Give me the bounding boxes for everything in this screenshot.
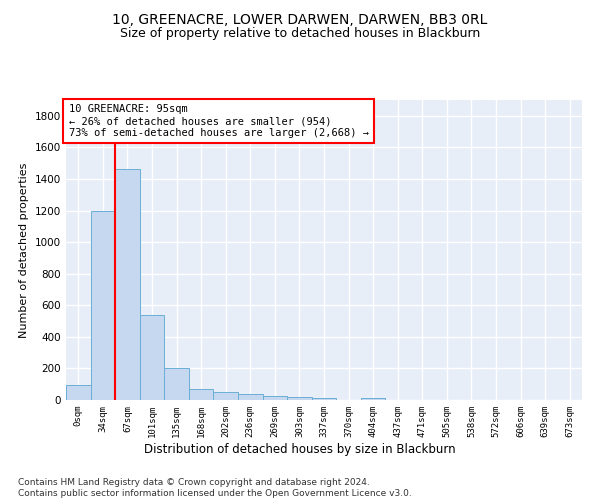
Bar <box>91 210 115 400</box>
Bar <box>189 389 214 400</box>
Bar <box>66 385 91 400</box>
Text: Contains HM Land Registry data © Crown copyright and database right 2024.
Contai: Contains HM Land Registry data © Crown c… <box>18 478 412 498</box>
Text: 10 GREENACRE: 95sqm
← 26% of detached houses are smaller (954)
73% of semi-detac: 10 GREENACRE: 95sqm ← 26% of detached ho… <box>68 104 368 138</box>
Y-axis label: Number of detached properties: Number of detached properties <box>19 162 29 338</box>
Text: Distribution of detached houses by size in Blackburn: Distribution of detached houses by size … <box>144 444 456 456</box>
Bar <box>287 396 312 400</box>
Bar <box>238 394 263 400</box>
Bar <box>164 368 189 400</box>
Text: Size of property relative to detached houses in Blackburn: Size of property relative to detached ho… <box>120 28 480 40</box>
Bar <box>214 392 238 400</box>
Bar <box>115 170 140 400</box>
Text: 10, GREENACRE, LOWER DARWEN, DARWEN, BB3 0RL: 10, GREENACRE, LOWER DARWEN, DARWEN, BB3… <box>112 12 488 26</box>
Bar <box>312 398 336 400</box>
Bar <box>140 314 164 400</box>
Bar <box>361 398 385 400</box>
Bar <box>263 396 287 400</box>
